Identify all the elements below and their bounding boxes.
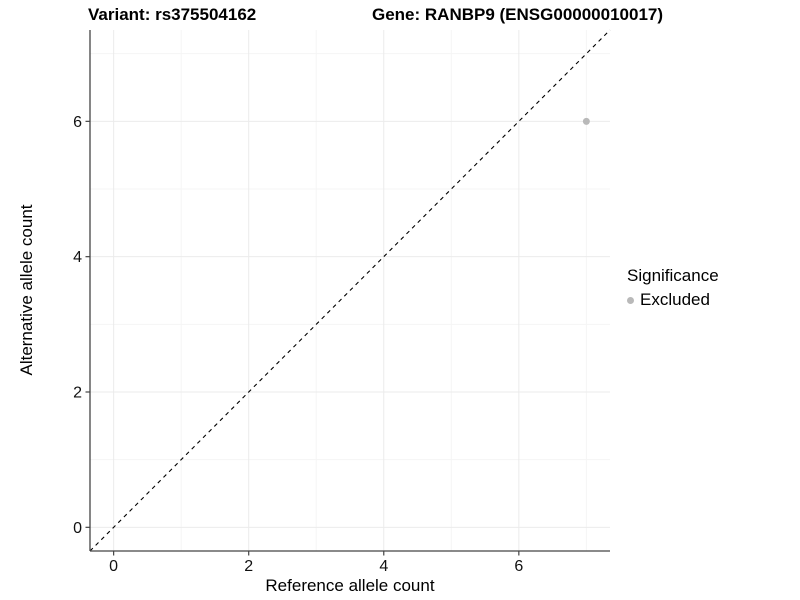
x-tick-label: 6 (514, 558, 523, 575)
y-tick-label: 0 (73, 520, 82, 537)
y-tick-label: 6 (73, 114, 82, 131)
legend-item-label: Excluded (640, 290, 710, 309)
legend-item-excluded: Excluded (627, 290, 719, 310)
y-axis-title: Alternative allele count (17, 204, 36, 376)
legend-point-marker-icon (627, 296, 634, 304)
x-tick-label: 2 (244, 558, 253, 575)
identity-reference-line (89, 29, 611, 552)
legend: Significance Excluded (627, 266, 719, 310)
x-tick-label: 4 (379, 558, 388, 575)
x-axis-title: Reference allele count (265, 576, 435, 595)
legend-title: Significance (627, 266, 719, 285)
y-tick-label: 2 (73, 384, 82, 401)
y-tick-label: 4 (73, 249, 82, 266)
variant-title: Variant: rs375504162 (88, 5, 257, 24)
x-tick-label: 0 (109, 558, 118, 575)
data-point (582, 117, 590, 125)
gene-title: Gene: RANBP9 (ENSG00000010017) (372, 5, 664, 24)
